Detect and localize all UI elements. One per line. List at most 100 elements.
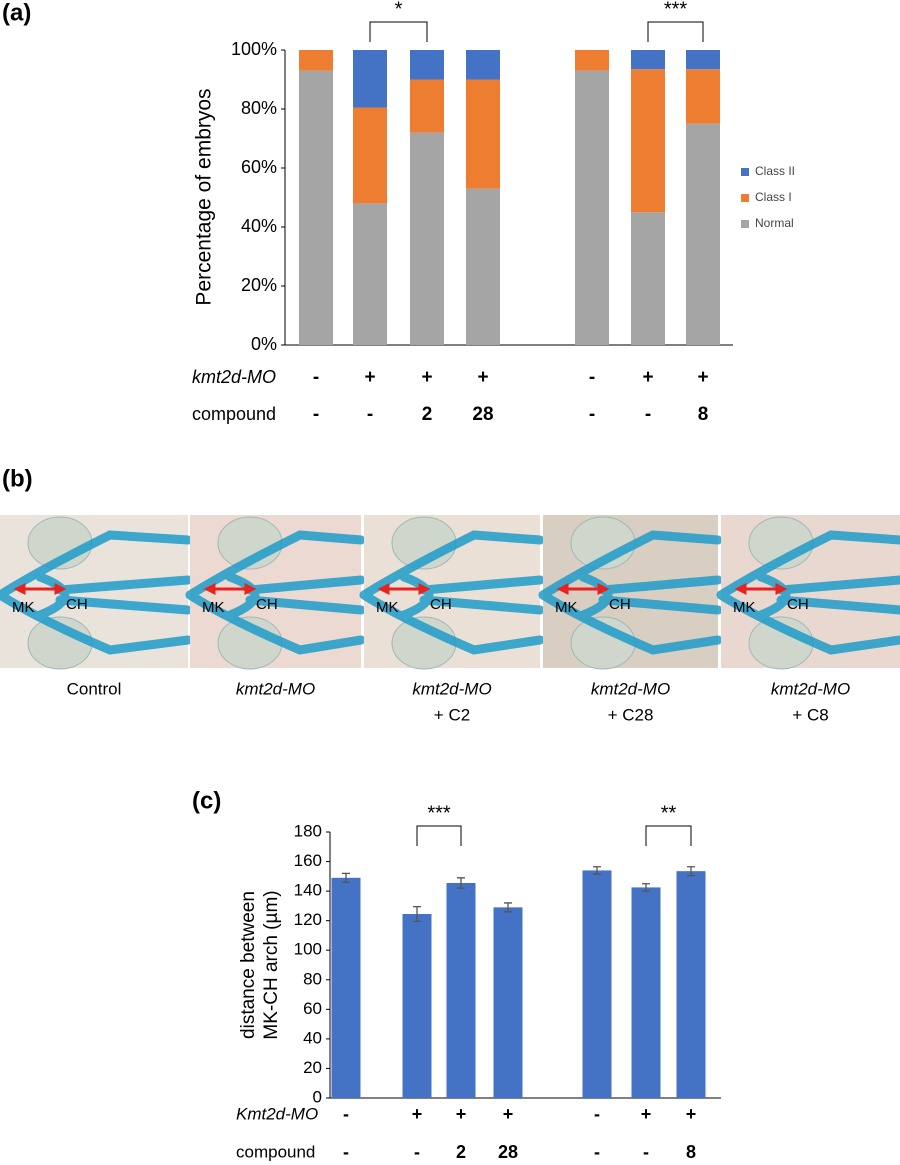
y-tick-label: 60%	[241, 157, 277, 177]
cartilage	[716, 530, 900, 655]
photo-caption: kmt2d-MO	[412, 679, 491, 698]
y-tick-label: 20	[303, 1058, 322, 1077]
embryo-photo: MK CH	[0, 515, 193, 670]
condition-value: 8	[698, 404, 709, 425]
y-tick-label: 20%	[241, 275, 277, 295]
condition-value: -	[367, 404, 373, 425]
embryo-photo: MK CH	[359, 515, 545, 670]
significance-label: **	[661, 802, 677, 824]
panel-label: (c)	[192, 787, 221, 814]
condition-value: -	[589, 367, 595, 388]
bar	[331, 877, 361, 1098]
y-axis-label: distance between MK-CH arch (µm)	[238, 890, 282, 1039]
condition-value: +	[456, 1104, 467, 1124]
bar-segment	[299, 50, 333, 71]
cartilage	[0, 530, 193, 655]
legend-swatch	[741, 168, 749, 176]
bar-segment	[631, 69, 665, 213]
y-tick-label: 180	[294, 821, 322, 840]
photo-caption: kmt2d-MO	[591, 679, 670, 698]
landmark-label: CH	[66, 596, 88, 613]
bar	[582, 870, 612, 1098]
condition-value: -	[313, 404, 319, 425]
photo-treatment: + C2	[434, 705, 470, 724]
condition-value: -	[343, 1142, 349, 1162]
legend-label: Class I	[755, 190, 792, 204]
legend-label: Normal	[755, 216, 794, 230]
y-tick-label: 0%	[251, 334, 277, 354]
condition-value: -	[645, 404, 651, 425]
bar-segment	[410, 79, 444, 133]
cartilage	[185, 530, 366, 655]
condition-value: +	[364, 367, 375, 388]
y-tick-label: 0	[313, 1087, 322, 1106]
condition-value: +	[477, 367, 488, 388]
error-bar	[457, 877, 465, 889]
panel-label: (b)	[2, 465, 33, 492]
y-tick-label: 100	[294, 940, 322, 959]
bar	[631, 887, 661, 1098]
photo-treatment: + C8	[792, 705, 828, 724]
condition-value: +	[642, 367, 653, 388]
condition-value: -	[643, 1142, 649, 1162]
photo-caption: kmt2d-MO	[771, 679, 850, 698]
photo-treatment: + C28	[608, 705, 654, 724]
significance-label: ***	[664, 0, 688, 20]
embryo-photo: MK CH	[538, 515, 723, 670]
condition-value: +	[697, 367, 708, 388]
condition-value: 28	[472, 404, 493, 425]
bar-segment	[686, 50, 720, 70]
bar-segment	[575, 50, 609, 71]
condition-value: +	[686, 1104, 697, 1124]
bar-segment	[686, 123, 720, 345]
error-bar	[687, 866, 695, 877]
bar-segment	[466, 79, 500, 189]
condition-value: 28	[498, 1142, 518, 1162]
bar-segment	[466, 188, 500, 345]
y-tick-label: 40%	[241, 216, 277, 236]
condition-label: kmt2d-MO	[192, 367, 276, 387]
bar	[402, 914, 432, 1098]
bar-segment	[466, 50, 500, 80]
bar-segment	[410, 50, 444, 80]
embryo-photo: MK CH	[185, 515, 366, 670]
bar	[676, 871, 706, 1098]
landmark-label: CH	[609, 596, 631, 613]
condition-value: +	[641, 1104, 652, 1124]
condition-value: -	[343, 1104, 349, 1124]
landmark-label: MK	[555, 599, 578, 616]
bar	[493, 907, 523, 1098]
significance-bracket	[416, 825, 462, 846]
condition-value: 2	[422, 404, 433, 425]
bar	[446, 882, 476, 1098]
condition-value: -	[589, 404, 595, 425]
landmark-label: CH	[787, 596, 809, 613]
landmark-label: MK	[733, 599, 756, 616]
landmark-label: MK	[12, 599, 35, 616]
photo-caption: kmt2d-MO	[236, 679, 315, 698]
bar-segment	[299, 70, 333, 346]
embryo-photo: MK CH	[716, 515, 900, 670]
condition-label: Kmt2d-MO	[236, 1104, 318, 1123]
bar-segment	[410, 132, 444, 345]
y-tick-label: 160	[294, 851, 322, 870]
condition-value: +	[503, 1104, 514, 1124]
landmark-label: CH	[430, 596, 452, 613]
bar-segment	[686, 69, 720, 124]
error-bar	[504, 902, 512, 913]
y-tick-label: 40	[303, 1028, 322, 1047]
y-tick-label: 60	[303, 999, 322, 1018]
photo-caption: Control	[67, 679, 122, 698]
y-tick-label: 120	[294, 910, 322, 929]
condition-label: compound	[192, 404, 276, 424]
y-axis-label-line: MK-CH arch (µm)	[261, 890, 282, 1039]
condition-value: -	[313, 367, 319, 388]
error-bar	[593, 866, 601, 875]
condition-value: 8	[686, 1142, 696, 1162]
bar-segment	[631, 50, 665, 70]
landmark-label: MK	[376, 599, 399, 616]
landmark-label: CH	[256, 596, 278, 613]
panel-label: (a)	[2, 0, 31, 26]
bar-segment	[631, 212, 665, 345]
